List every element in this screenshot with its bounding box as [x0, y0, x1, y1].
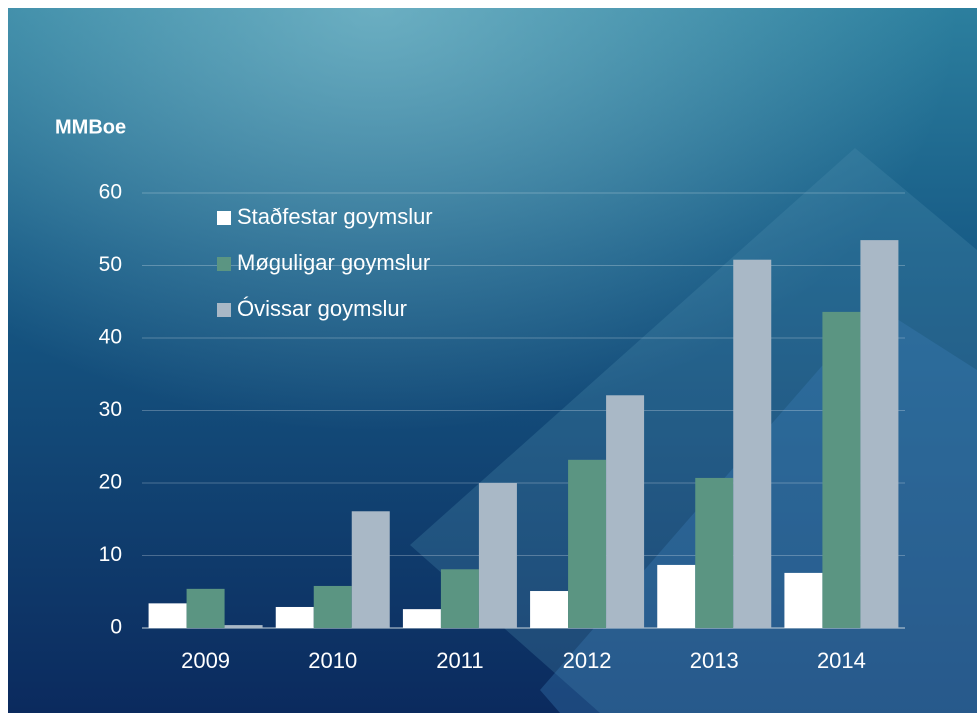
bar [784, 572, 823, 628]
legend-label: Møguligar goymslur [237, 250, 430, 275]
y-tick-label: 40 [99, 326, 122, 349]
bar [440, 569, 479, 628]
y-tick-label: 30 [99, 398, 122, 421]
bar [224, 625, 263, 628]
bar [275, 606, 314, 628]
legend-swatch [217, 211, 231, 225]
bar [402, 609, 441, 628]
x-tick-label: 2013 [690, 648, 739, 673]
y-tick-label: 20 [99, 471, 122, 494]
bar [822, 311, 861, 628]
bar [860, 240, 899, 628]
bar [351, 511, 390, 628]
bar [478, 483, 517, 628]
y-tick-label: 60 [99, 181, 122, 204]
y-tick-label: 0 [110, 616, 122, 639]
bar [313, 585, 352, 628]
x-tick-label: 2010 [308, 648, 357, 673]
legend-swatch [217, 303, 231, 317]
legend-label: Óvissar goymslur [237, 296, 407, 321]
x-tick-label: 2011 [436, 648, 483, 673]
legend-label: Staðfestar goymslur [237, 204, 433, 229]
bar [733, 259, 772, 628]
x-tick-label: 2009 [181, 648, 230, 673]
legend-swatch [217, 257, 231, 271]
bar [530, 591, 569, 628]
x-tick-label: 2012 [563, 648, 612, 673]
bar [606, 395, 645, 628]
bar [568, 459, 607, 628]
y-tick-label: 10 [99, 543, 122, 566]
bar [657, 564, 696, 628]
bar [148, 603, 187, 628]
y-axis-label: MMBoe [55, 116, 126, 138]
bar [695, 477, 734, 628]
y-tick-label: 50 [99, 253, 122, 276]
x-tick-label: 2014 [817, 648, 866, 673]
bar [186, 588, 225, 628]
